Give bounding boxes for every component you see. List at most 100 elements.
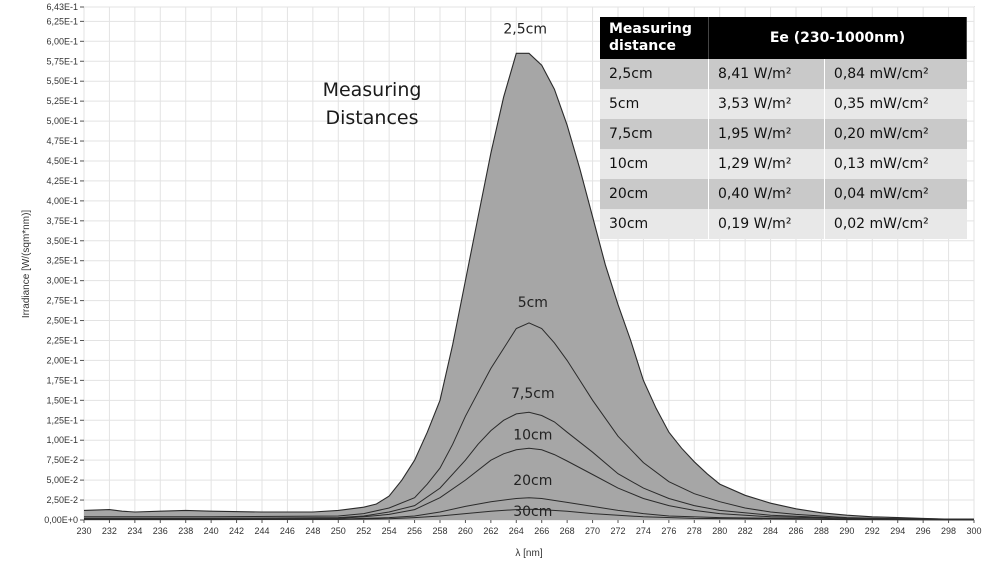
series-lines: [83, 52, 975, 521]
x-tick-label: 278: [687, 526, 702, 536]
x-tick-label: 284: [763, 526, 778, 536]
y-tick-label: 3,75E-1: [46, 216, 78, 226]
y-tick-label: 1,25E-1: [46, 415, 78, 425]
x-tick-label: 234: [127, 526, 142, 536]
cell-distance: 2,5cm: [600, 59, 709, 89]
series-line-5cm: [84, 322, 974, 520]
y-tick-label: 7,50E-2: [46, 455, 78, 465]
x-tick-label: 264: [509, 526, 524, 536]
x-tick-label: 252: [356, 526, 371, 536]
table-row: 10cm 1,29 W/m² 0,13 mW/cm²: [600, 149, 967, 179]
x-tick-label: 280: [712, 526, 727, 536]
y-tick-label: 1,00E-1: [46, 435, 78, 445]
y-axis-label: Irradiance [W/(sqm*nm)]: [21, 210, 32, 319]
cell-irradiance-wm2: 0,40 W/m²: [708, 179, 825, 209]
cell-distance: 20cm: [600, 179, 709, 209]
table-body: 2,5cm 8,41 W/m² 0,84 mW/cm² 5cm 3,53 W/m² 0,3…: [600, 59, 967, 239]
x-tick-label: 282: [738, 526, 753, 536]
x-tick-label: 300: [966, 526, 981, 536]
y-tick-label: 4,00E-1: [46, 196, 78, 206]
table-row: 20cm 0,40 W/m² 0,04 mW/cm²: [600, 179, 967, 209]
cell-irradiance-wm2: 0,19 W/m²: [708, 209, 825, 239]
x-tick-label: 296: [916, 526, 931, 536]
y-tick-label: 5,25E-1: [46, 96, 78, 106]
cell-irradiance-mwcm2: 0,84 mW/cm²: [823, 59, 967, 89]
series-label-10cm: 10cm: [513, 427, 552, 443]
series-line-7-5cm: [84, 411, 975, 520]
y-tick-label: 0,00E+0: [44, 515, 78, 525]
y-tick-label: 1,50E-1: [46, 395, 78, 405]
x-tick-label: 244: [254, 526, 269, 536]
y-tick-label: 6,43E-1: [46, 2, 78, 12]
x-tick-label: 272: [610, 526, 625, 536]
x-tick-label: 260: [458, 526, 473, 536]
x-tick-label: 246: [280, 526, 295, 536]
annotation-line-2: Distances: [326, 107, 419, 129]
y-tick-label: 5,50E-1: [46, 76, 78, 86]
series-labels: 2,5cm 5cm 7,5cm 10cm 20cm 30cm: [503, 21, 554, 520]
table-header-row: Measuring distance Ee (230-1000nm): [600, 17, 967, 59]
y-tick-label: 5,00E-2: [46, 475, 78, 485]
table-row: 5cm 3,53 W/m² 0,35 mW/cm²: [600, 89, 967, 119]
y-tick-label: 6,00E-1: [46, 36, 78, 46]
x-tick-label: 276: [661, 526, 676, 536]
x-tick-label: 294: [890, 526, 905, 536]
x-tick-label: 240: [204, 526, 219, 536]
cell-irradiance-mwcm2: 0,35 mW/cm²: [823, 89, 967, 119]
y-tick-label: 5,75E-1: [46, 56, 78, 66]
y-tick-label: 4,75E-1: [46, 136, 78, 146]
x-tick-label: 268: [560, 526, 575, 536]
y-tick-label: 2,50E-1: [46, 316, 78, 326]
table-row: 7,5cm 1,95 W/m² 0,20 mW/cm²: [600, 119, 967, 149]
cell-irradiance-mwcm2: 0,04 mW/cm²: [823, 179, 967, 209]
series-line-10cm: [84, 447, 975, 520]
x-axis-label: λ [nm]: [515, 548, 542, 559]
x-tick-label: 266: [534, 526, 549, 536]
area-fill: [84, 53, 974, 521]
cell-irradiance-mwcm2: 0,13 mW/cm²: [823, 149, 967, 179]
y-tick-label: 2,25E-1: [46, 335, 78, 345]
x-tick-label: 242: [229, 526, 244, 536]
series-label-30cm: 30cm: [513, 504, 552, 520]
irradiance-table: Measuring distance Ee (230-1000nm) 2,5cm…: [600, 17, 967, 239]
x-tick-label: 248: [305, 526, 320, 536]
series-label-7-5cm: 7,5cm: [511, 386, 555, 402]
y-tick-label: 3,50E-1: [46, 236, 78, 246]
series-line-30cm: [84, 508, 975, 521]
series-label-5cm: 5cm: [518, 295, 548, 311]
x-tick-label: 288: [814, 526, 829, 536]
y-tick-label: 2,50E-2: [46, 495, 78, 505]
x-tick-label: 290: [839, 526, 854, 536]
y-axis-ticks: 0,00E+0 2,50E-2 5,00E-2 7,50E-2 1,00E-1 1,25E…: [44, 2, 84, 525]
annotation-line-1: Measuring: [323, 79, 422, 101]
x-tick-label: 286: [788, 526, 803, 536]
y-tick-label: 3,25E-1: [46, 256, 78, 266]
x-tick-label: 236: [153, 526, 168, 536]
header-ee: Ee (230-1000nm): [708, 17, 967, 59]
table-row: 2,5cm 8,41 W/m² 0,84 mW/cm²: [600, 59, 967, 89]
x-tick-label: 292: [865, 526, 880, 536]
x-tick-label: 274: [636, 526, 651, 536]
y-tick-label: 2,00E-1: [46, 355, 78, 365]
x-tick-label: 238: [178, 526, 193, 536]
cell-irradiance-mwcm2: 0,20 mW/cm²: [823, 119, 967, 149]
x-tick-label: 262: [483, 526, 498, 536]
x-tick-label: 232: [102, 526, 117, 536]
x-tick-label: 256: [407, 526, 422, 536]
series-line-2-5cm: [83, 52, 974, 520]
series-line-20cm: [84, 497, 975, 521]
x-tick-label: 270: [585, 526, 600, 536]
x-tick-label: 230: [76, 526, 91, 536]
y-tick-label: 4,50E-1: [46, 156, 78, 166]
cell-irradiance-mwcm2: 0,02 mW/cm²: [823, 209, 967, 239]
series-area-2-5cm: [84, 53, 974, 521]
x-tick-label: 258: [432, 526, 447, 536]
x-axis-ticks: 230 232 234 236 238 240 242 244 246 248 250 252 254 2…: [76, 520, 982, 536]
cell-distance: 10cm: [600, 149, 709, 179]
series-label-2-5cm: 2,5cm: [503, 21, 547, 37]
x-tick-label: 254: [382, 526, 397, 536]
y-tick-label: 2,75E-1: [46, 296, 78, 306]
cell-distance: 30cm: [600, 209, 709, 239]
cell-irradiance-wm2: 3,53 W/m²: [708, 89, 825, 119]
